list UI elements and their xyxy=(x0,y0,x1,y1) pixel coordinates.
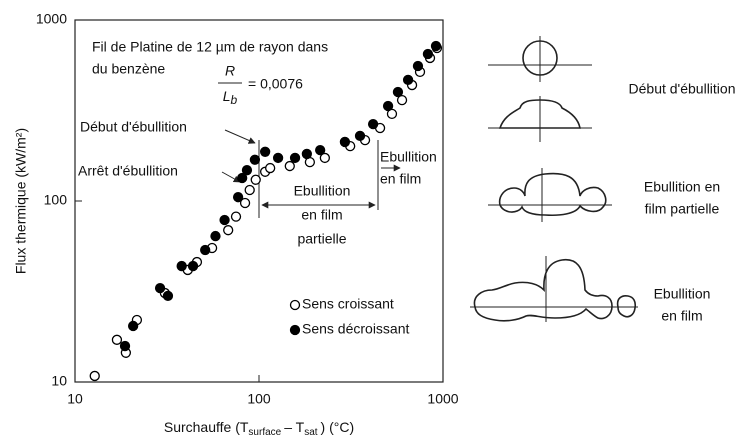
legend-marker xyxy=(289,299,301,311)
data-point xyxy=(219,214,230,226)
data-point xyxy=(412,60,424,72)
data-point xyxy=(162,290,174,302)
diagram-label: Début d'ébullition xyxy=(629,81,736,97)
x-axis-label: Surchauffe (Tsurface – Tsat) (°C) xyxy=(164,419,354,438)
data-point xyxy=(89,370,100,382)
annotation-arrow xyxy=(224,129,256,144)
annotation: en film xyxy=(380,171,421,187)
y-tick-label: 1000 xyxy=(36,11,67,27)
data-point xyxy=(301,148,313,160)
x-axis-label-part: ) (°C) xyxy=(321,419,355,435)
data-point xyxy=(127,320,139,332)
diagram-label: Ebullition xyxy=(654,286,711,302)
data-point xyxy=(111,334,123,345)
data-point xyxy=(187,260,199,272)
annotation: Ebullition xyxy=(294,183,351,199)
annotation: partielle xyxy=(297,231,346,247)
data-point xyxy=(176,260,187,272)
annotation: Début d'ébullition xyxy=(80,119,187,135)
data-point xyxy=(430,40,442,52)
data-point xyxy=(392,86,404,98)
data-point xyxy=(154,282,166,294)
data-point xyxy=(232,192,244,203)
annotation-arrow xyxy=(221,171,241,183)
chart-title: du benzène xyxy=(92,61,165,77)
data-point xyxy=(241,165,253,176)
data-point xyxy=(223,225,234,236)
annotation: Arrêt d'ébullition xyxy=(78,163,178,179)
x-axis-label-part: sat xyxy=(304,427,318,438)
formula-part: R xyxy=(225,63,235,79)
y-tick-label: 10 xyxy=(51,373,67,389)
formula-part: = 0,0076 xyxy=(248,76,303,92)
legend-label: Sens croissant xyxy=(302,296,394,312)
data-point xyxy=(354,130,366,142)
data-point xyxy=(396,94,408,106)
annotation: en film xyxy=(301,207,342,223)
x-axis-label-part: surface xyxy=(248,427,281,438)
y-axis-label: Flux thermique (kW/m²) xyxy=(13,128,29,274)
data-point xyxy=(339,136,351,148)
data-point xyxy=(249,154,261,165)
legend-marker xyxy=(289,324,301,336)
y-tick-label: 100 xyxy=(44,192,68,208)
bubble-diagrams xyxy=(470,36,638,322)
data-point xyxy=(244,184,255,196)
data-point xyxy=(119,340,131,352)
data-point xyxy=(237,172,248,184)
formula-part: b xyxy=(231,93,238,107)
data-point xyxy=(265,162,276,174)
annotation: Ebullition xyxy=(380,149,437,165)
x-tick-label: 10 xyxy=(67,391,83,407)
data-point xyxy=(402,74,414,86)
x-tick-label: 100 xyxy=(247,391,271,407)
data-point xyxy=(210,230,221,242)
data-point xyxy=(230,211,242,222)
x-axis-label-part: – T xyxy=(284,419,304,435)
data-point xyxy=(272,152,284,164)
data-point xyxy=(422,48,434,60)
formula-part: Lb xyxy=(223,88,238,107)
diagram-label: en film xyxy=(661,308,702,324)
x-axis-label-part: Surchauffe (T xyxy=(164,419,249,435)
chart-title: Fil de Platine de 12 µm de rayon dans xyxy=(92,39,328,55)
formula-part: L xyxy=(223,88,231,104)
diagram-label: film partielle xyxy=(645,201,720,217)
legend-label: Sens décroissant xyxy=(302,321,410,337)
data-point xyxy=(259,146,271,157)
data-point xyxy=(382,100,394,112)
x-tick-label: 1000 xyxy=(427,391,458,407)
data-point xyxy=(386,108,398,120)
data-point xyxy=(315,144,326,156)
data-point xyxy=(284,160,295,172)
data-point xyxy=(367,118,379,130)
data-point xyxy=(250,174,261,185)
data-point xyxy=(319,152,331,164)
data-point xyxy=(289,152,301,164)
diagram-label: Ebullition en xyxy=(644,179,720,195)
data-point xyxy=(200,244,211,256)
data-point xyxy=(239,197,251,209)
